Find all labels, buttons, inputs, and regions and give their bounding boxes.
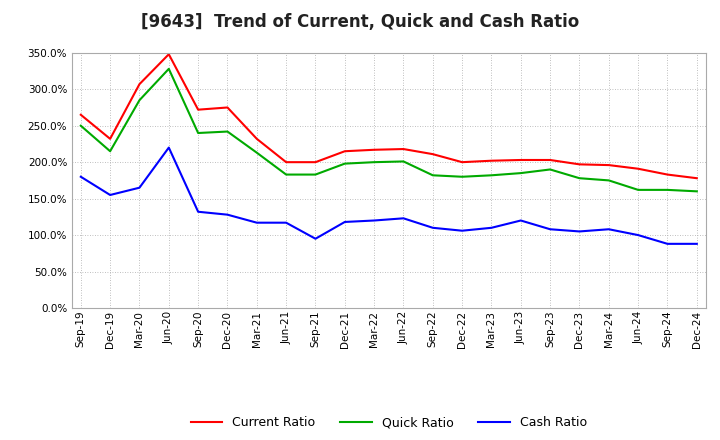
Quick Ratio	[370, 160, 379, 165]
Current Ratio	[223, 105, 232, 110]
Current Ratio	[487, 158, 496, 163]
Current Ratio	[428, 151, 437, 157]
Current Ratio	[194, 107, 202, 112]
Quick Ratio	[428, 172, 437, 178]
Current Ratio	[546, 158, 554, 163]
Cash Ratio	[282, 220, 290, 225]
Quick Ratio	[634, 187, 642, 193]
Cash Ratio	[458, 228, 467, 233]
Line: Quick Ratio: Quick Ratio	[81, 69, 697, 191]
Current Ratio	[311, 160, 320, 165]
Cash Ratio	[164, 145, 173, 150]
Quick Ratio	[223, 129, 232, 134]
Line: Cash Ratio: Cash Ratio	[81, 147, 697, 244]
Cash Ratio	[663, 241, 672, 246]
Quick Ratio	[605, 178, 613, 183]
Current Ratio	[458, 160, 467, 165]
Cash Ratio	[575, 229, 584, 234]
Text: [9643]  Trend of Current, Quick and Cash Ratio: [9643] Trend of Current, Quick and Cash …	[141, 13, 579, 31]
Quick Ratio	[575, 176, 584, 181]
Cash Ratio	[634, 232, 642, 238]
Cash Ratio	[428, 225, 437, 231]
Legend: Current Ratio, Quick Ratio, Cash Ratio: Current Ratio, Quick Ratio, Cash Ratio	[186, 411, 592, 434]
Quick Ratio	[253, 150, 261, 155]
Line: Current Ratio: Current Ratio	[81, 54, 697, 178]
Quick Ratio	[76, 123, 85, 128]
Cash Ratio	[106, 192, 114, 198]
Current Ratio	[605, 162, 613, 168]
Cash Ratio	[76, 174, 85, 180]
Cash Ratio	[546, 227, 554, 232]
Current Ratio	[693, 176, 701, 181]
Cash Ratio	[370, 218, 379, 223]
Cash Ratio	[253, 220, 261, 225]
Quick Ratio	[546, 167, 554, 172]
Quick Ratio	[693, 189, 701, 194]
Quick Ratio	[341, 161, 349, 166]
Quick Ratio	[663, 187, 672, 193]
Current Ratio	[399, 147, 408, 152]
Current Ratio	[253, 136, 261, 142]
Current Ratio	[341, 149, 349, 154]
Quick Ratio	[516, 170, 525, 176]
Current Ratio	[282, 160, 290, 165]
Quick Ratio	[106, 149, 114, 154]
Cash Ratio	[487, 225, 496, 231]
Quick Ratio	[311, 172, 320, 177]
Cash Ratio	[135, 185, 144, 191]
Current Ratio	[634, 166, 642, 171]
Quick Ratio	[399, 159, 408, 164]
Cash Ratio	[516, 218, 525, 223]
Cash Ratio	[223, 212, 232, 217]
Current Ratio	[516, 158, 525, 163]
Current Ratio	[164, 51, 173, 57]
Cash Ratio	[311, 236, 320, 242]
Cash Ratio	[693, 241, 701, 246]
Quick Ratio	[458, 174, 467, 180]
Current Ratio	[663, 172, 672, 177]
Current Ratio	[370, 147, 379, 152]
Cash Ratio	[605, 227, 613, 232]
Current Ratio	[106, 136, 114, 142]
Quick Ratio	[135, 98, 144, 103]
Current Ratio	[135, 81, 144, 87]
Cash Ratio	[194, 209, 202, 214]
Quick Ratio	[194, 130, 202, 136]
Quick Ratio	[487, 172, 496, 178]
Current Ratio	[575, 162, 584, 167]
Quick Ratio	[282, 172, 290, 177]
Quick Ratio	[164, 66, 173, 71]
Cash Ratio	[341, 219, 349, 224]
Cash Ratio	[399, 216, 408, 221]
Current Ratio	[76, 112, 85, 117]
